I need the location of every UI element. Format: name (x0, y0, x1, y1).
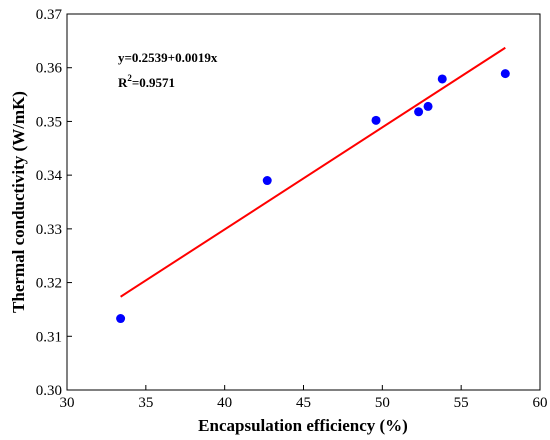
data-point (116, 314, 126, 324)
r-squared-prefix: R (118, 75, 128, 90)
y-tick-label: 0.32 (36, 276, 62, 292)
r-squared-annotation: R2=0.9571 (118, 73, 175, 90)
y-tick-label: 0.30 (36, 383, 62, 399)
x-tick-label: 40 (217, 395, 232, 411)
x-tick-label: 30 (60, 395, 75, 411)
x-tick-label: 45 (296, 395, 311, 411)
r-squared-value: =0.9571 (132, 75, 175, 90)
data-point (414, 107, 424, 117)
x-tick-label: 60 (533, 395, 548, 411)
data-point (423, 101, 433, 111)
x-axis-title: Encapsulation efficiency (%) (198, 416, 408, 435)
x-tick-label: 35 (138, 395, 153, 411)
fit-line-layer (120, 46, 506, 298)
data-point (371, 115, 381, 125)
x-tick-label: 50 (375, 395, 390, 411)
axis-ticks: 30 35 40 45 50 55 60 0.30 0.31 0.32 0.33 0.34 0.35 0.… (36, 7, 548, 411)
equation-annotation: y=0.2539+0.0019x (118, 50, 218, 65)
y-axis-title: Thermal conductivity (W/mK) (9, 91, 28, 313)
data-point (500, 69, 510, 79)
y-tick-label: 0.31 (36, 329, 62, 345)
y-tick-label: 0.37 (36, 7, 63, 23)
data-point (262, 176, 272, 186)
x-tick-label: 55 (454, 395, 469, 411)
y-tick-label: 0.36 (36, 61, 63, 77)
data-points-layer (116, 69, 510, 324)
y-tick-label: 0.33 (36, 222, 62, 238)
y-tick-label: 0.35 (36, 114, 62, 130)
fit-line (120, 46, 506, 298)
data-point (437, 74, 447, 84)
y-tick-label: 0.34 (36, 168, 63, 184)
r-squared-superscript: 2 (127, 73, 132, 83)
